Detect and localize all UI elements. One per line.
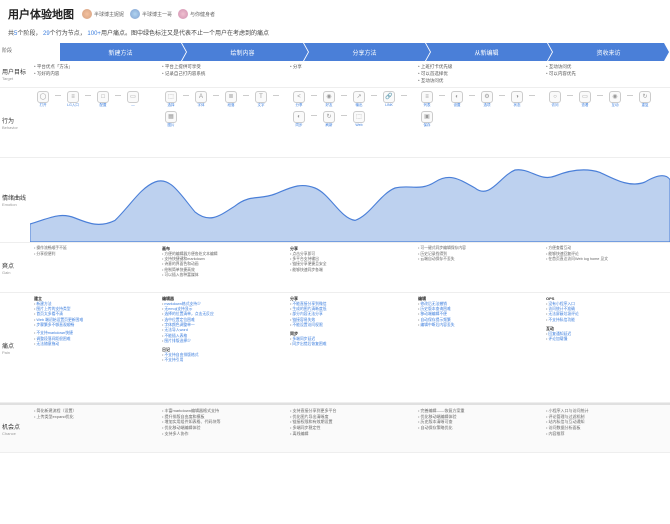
- node-icon: ↻: [639, 91, 651, 103]
- behavior-node: ◯打开: [34, 91, 52, 108]
- chances-col: 小程序入口与访问统计评论管理与过滤机制站内私信与互动通知访问数据分析面板内容推荐: [542, 405, 670, 452]
- behavior-node: ◑状态: [508, 91, 526, 108]
- behavior-node: ⬚选择: [162, 91, 180, 108]
- behavior-col: ⬚选择 A字体 ≣段落 T文字 ▦图片: [158, 88, 286, 157]
- pains-col: 分享不能直接分享到微信生成的图片清晰度低部分内容无法分享链接容易失效不能设置访问…: [286, 293, 414, 402]
- row-label-pain: 痛点Pain: [0, 293, 30, 402]
- row-label-emotion: 情绪曲线Emotion: [0, 158, 30, 242]
- node-icon: ○: [549, 91, 561, 103]
- page-title: 用户体验地图: [8, 6, 74, 22]
- gains-col: 方便查看互动能够快速回复评论在首页直达访问Web log home 见文: [542, 243, 670, 292]
- behavior-node: ◉好友: [320, 91, 338, 108]
- behavior-node: □配置: [94, 91, 112, 108]
- node-icon: ↻: [323, 111, 335, 123]
- node-icon: ▭: [127, 91, 139, 103]
- gains-col: 分享点击分享即可多平台支持输出链接分享便捷且安全能够快速同步各端: [286, 243, 414, 292]
- node-icon: ≡: [421, 91, 433, 103]
- node-icon: ◐: [451, 91, 463, 103]
- chances-col: 支持直接分享到更多平台优化图片导出清晰度链接权限和有效期设置多端同步稳定性离线编…: [286, 405, 414, 452]
- behavior-node: ◉互动: [606, 91, 624, 108]
- behavior-node: ◐设置: [448, 91, 466, 108]
- node-icon: ◐: [293, 111, 305, 123]
- behavior-col: ◯打开 ≡LG入口 □配置 ▭—: [30, 88, 158, 157]
- chances-col: 完善编辑——恢复方案重优化移动端编辑体验历史版本清晰可查自动保存策略优化: [414, 405, 542, 452]
- behavior-node: ↻重复: [636, 91, 654, 108]
- behavior-node: A字体: [192, 91, 210, 108]
- avatar: 半球博主妮妮: [82, 9, 124, 19]
- target-col: 平台上提供可享受记录自己打内容系统: [158, 61, 286, 87]
- stage: 资收来访: [548, 43, 669, 61]
- behavior-col: ≡列表 ◐设置 ⚙选项 ◑状态 ▣保存: [414, 88, 542, 157]
- node-icon: T: [255, 91, 267, 103]
- node-icon: ↗: [353, 91, 365, 103]
- behavior-node: ↗输出: [350, 91, 368, 108]
- gains-col: 画布方便的编辑器方便各处文本编辑支持快捷键和markdown诗意的界面色和动画绘…: [158, 243, 286, 292]
- target-col: 上班打卡优先级可以首选择优互动访问优: [414, 61, 542, 87]
- behavior-node: 🔗LINK: [380, 91, 398, 108]
- node-icon: ◑: [511, 91, 523, 103]
- behavior-node: ▭—: [124, 91, 142, 108]
- pains-col: 编辑器markdown格式支持少无emoji支持显示选择的位置清单，点击无反应选…: [158, 293, 286, 402]
- behavior-node: ≡列表: [418, 91, 436, 108]
- gains-col: 操作流畅顺手不延分享很便利: [30, 243, 158, 292]
- chances-col: 简化新建流程（设置）上传类型expand优化: [30, 405, 158, 452]
- node-icon: 🔗: [383, 91, 395, 103]
- stage: 新建方法: [60, 43, 181, 61]
- behavior-node: ≣段落: [222, 91, 240, 108]
- node-icon: ◉: [609, 91, 621, 103]
- node-icon: <: [293, 91, 305, 103]
- behavior-node: ⬚Web: [350, 111, 368, 128]
- node-icon: ◯: [37, 91, 49, 103]
- row-label-chance: 机会点Chance: [0, 405, 30, 452]
- avatar: 与你健身者: [178, 9, 215, 19]
- behavior-col: <分享 ◉好友 ↗输出 🔗LINK ◐同步 ↻刷新 ⬚Web: [286, 88, 414, 157]
- stage: 绘制内容: [182, 43, 303, 61]
- row-label-gain: 爽点Gain: [0, 243, 30, 292]
- node-icon: ≣: [225, 91, 237, 103]
- pains-col: 建立新建方法图片上传的支持类型首页太多看不清Web 端初始设置页更新困难步骤繁多…: [30, 293, 158, 402]
- target-col: 平台优点「方法」写好的内容: [30, 61, 158, 87]
- node-icon: ▣: [421, 111, 433, 123]
- behavior-node: ↻刷新: [320, 111, 338, 128]
- gains-col: 可一键式同步编辑保存内容历史记录找得到云端自动保存不丢失: [414, 243, 542, 292]
- emotion-curve: [30, 158, 670, 242]
- chances-col: 丰富markdown编辑器格式支持提升排版自由度和模板增加实用组件如表格、代码块…: [158, 405, 286, 452]
- node-icon: ⚙: [481, 91, 493, 103]
- target-col: 互动访问优可以内容优先: [542, 61, 670, 87]
- node-icon: ▦: [165, 111, 177, 123]
- node-icon: ▭: [579, 91, 591, 103]
- node-icon: A: [195, 91, 207, 103]
- behavior-node: ▭查看: [576, 91, 594, 108]
- behavior-node: ≡LG入口: [64, 91, 82, 108]
- stage: 分享方法: [304, 43, 425, 61]
- behavior-node: ◐同步: [290, 111, 308, 128]
- pains-col: OPS没有小程序入口访问统计不准确无法屏蔽垃圾评论不支持私信功能互动回复通知延迟…: [542, 293, 670, 402]
- behavior-node: ○访问: [546, 91, 564, 108]
- behavior-node: <分享: [290, 91, 308, 108]
- row-label-target: 用户目标Target: [0, 61, 30, 87]
- subtitle: 共5个阶段， 29个行为节点， 100+用户痛点。图中绿色标注又是代表不止一个用…: [0, 28, 670, 43]
- row-label-behavior: 行为Behavior: [0, 88, 30, 157]
- stage-label: 阶段: [0, 43, 30, 61]
- target-col: 分享: [286, 61, 414, 87]
- avatar: 半球博主一哥: [130, 9, 172, 19]
- node-icon: ⬚: [165, 91, 177, 103]
- stage: 从新编辑: [426, 43, 547, 61]
- node-icon: ⬚: [353, 111, 365, 123]
- behavior-node: ⚙选项: [478, 91, 496, 108]
- pains-col: 编辑修改后无法撤销历史版本查询困难移动端编辑不便自动保存提示频繁编辑中断后内容丢…: [414, 293, 542, 402]
- behavior-node: ▣保存: [418, 111, 436, 128]
- node-icon: ◉: [323, 91, 335, 103]
- stage-arrows: 新建方法绘制内容分享方法从新编辑资收来访: [60, 43, 670, 61]
- behavior-node: T文字: [252, 91, 270, 108]
- node-icon: ≡: [67, 91, 79, 103]
- behavior-node: ▦图片: [162, 111, 180, 128]
- node-icon: □: [97, 91, 109, 103]
- avatar-list: 半球博主妮妮 半球博主一哥 与你健身者: [82, 9, 215, 19]
- behavior-col: ○访问 ▭查看 ◉互动 ↻重复: [542, 88, 670, 157]
